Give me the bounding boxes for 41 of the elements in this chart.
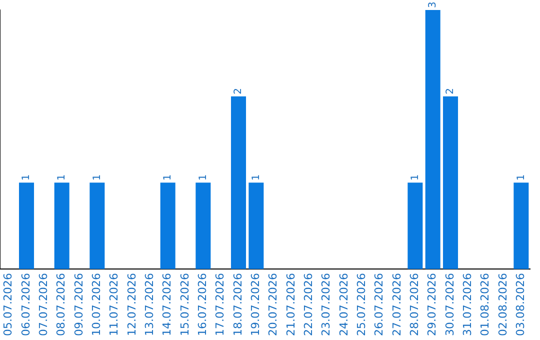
x-tick-label: 10.07.2026 xyxy=(90,273,104,336)
x-tick-label: 21.07.2026 xyxy=(284,273,298,336)
x-tick-label: 13.07.2026 xyxy=(143,273,156,336)
x-tick-label: 19.07.2026 xyxy=(249,273,262,336)
x-tick-label: 24.07.2026 xyxy=(337,273,350,336)
x-tick-label: 16.07.2026 xyxy=(196,273,210,336)
x-tick-label: 11.07.2026 xyxy=(108,273,121,336)
data-label: 3 xyxy=(427,2,438,8)
x-tick-label: 30.07.2026 xyxy=(443,273,456,336)
data-label: 2 xyxy=(233,88,244,94)
x-tick-label: 25.07.2026 xyxy=(355,273,368,336)
x-tick-label: 17.07.2026 xyxy=(214,273,227,336)
data-label: 1 xyxy=(56,174,68,181)
x-tick-label: 15.07.2026 xyxy=(178,273,192,336)
data-label: 1 xyxy=(516,174,527,181)
x-tick-label: 14.07.2026 xyxy=(160,273,174,336)
x-tick-label: 23.07.2026 xyxy=(320,273,333,336)
x-tick-label: 06.07.2026 xyxy=(19,273,32,336)
data-label: 1 xyxy=(21,174,32,181)
x-tick-label: 31.07.2026 xyxy=(461,273,474,336)
x-tick-label: 07.07.2026 xyxy=(37,273,50,336)
x-tick-label: 12.07.2026 xyxy=(125,273,138,336)
x-tick-label: 03.08.2026 xyxy=(514,273,528,336)
x-tick-label: 02.08.2026 xyxy=(496,273,510,336)
x-tick-label: 27.07.2026 xyxy=(390,273,404,336)
x-tick-label: 08.07.2026 xyxy=(54,273,68,336)
x-tick-label: 01.08.2026 xyxy=(478,273,492,336)
data-label: 1 xyxy=(250,174,262,181)
x-tick-label: 28.07.2026 xyxy=(408,273,422,336)
data-label: 2 xyxy=(445,88,456,94)
x-tick-label: 20.07.2026 xyxy=(266,273,280,336)
x-tick-label: 22.07.2026 xyxy=(302,273,316,336)
x-tick-label: 18.07.2026 xyxy=(231,273,244,336)
x-tick-label: 26.07.2026 xyxy=(372,273,386,336)
data-label: 1 xyxy=(162,174,174,181)
data-label: 1 xyxy=(410,174,421,181)
x-tick-label: 05.07.2026 xyxy=(2,273,15,336)
data-label: 1 xyxy=(92,174,103,181)
x-tick-label: 09.07.2026 xyxy=(72,273,86,336)
data-label: 1 xyxy=(198,174,209,181)
x-tick-label: 29.07.2026 xyxy=(426,273,439,336)
